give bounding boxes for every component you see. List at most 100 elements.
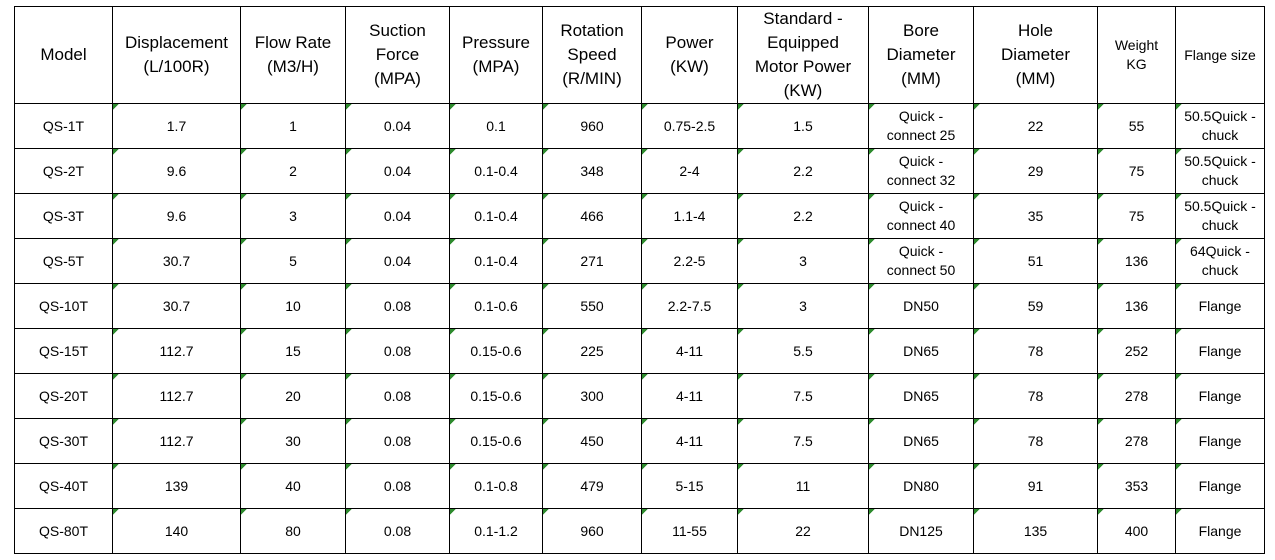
cell-text: 278: [1124, 432, 1149, 449]
table-cell: 0.1-0.8: [449, 463, 543, 509]
table-cell: 136: [1097, 238, 1176, 284]
table-cell: 450: [542, 418, 642, 464]
cell-text: 0.08: [383, 477, 412, 494]
table-cell: 50.5Quick - chuck: [1175, 103, 1265, 149]
table-cell: 112.7: [112, 418, 241, 464]
cell-text: Quick - connect 32: [886, 153, 956, 188]
table-cell: 50.5Quick - chuck: [1175, 193, 1265, 239]
table-cell: 278: [1097, 373, 1176, 419]
header-text: KG: [1126, 56, 1147, 72]
cell-text: 278: [1124, 387, 1149, 404]
cell-text: DN65: [903, 387, 939, 404]
cell-text: 0.1-1.2: [474, 522, 518, 539]
table-cell: 11: [737, 463, 869, 509]
table-cell: QS-1T: [14, 103, 113, 149]
cell-text: 112.7: [159, 387, 194, 404]
table-cell: 7.5: [737, 418, 869, 464]
cell-text: Flange: [1198, 477, 1242, 494]
table-row: QS-20T 112.7 20 0.08 0.15-0.6 300 4-11 7.5 DN65 7…: [14, 373, 1265, 419]
header-text: Flange size: [1184, 46, 1256, 63]
cell-text: 78: [1027, 342, 1044, 359]
cell-text: QS-40T: [38, 477, 88, 494]
cell-text: 960: [580, 522, 604, 539]
table-cell: DN80: [868, 463, 974, 509]
cell-text: QS-30T: [38, 432, 88, 449]
table-cell: 300: [542, 373, 642, 419]
table-cell: 5-15: [641, 463, 738, 509]
cell-text: 0.1-0.4: [474, 162, 518, 179]
cell-text: 1.5: [793, 117, 813, 134]
cell-text: 50.5Quick - chuck: [1184, 198, 1256, 233]
cell-text: 135: [1023, 522, 1048, 539]
cell-text: 11-55: [672, 522, 707, 539]
cell-text: 1: [289, 117, 297, 134]
cell-text: 0.08: [383, 522, 412, 539]
table-cell: 225: [542, 328, 642, 374]
cell-text: QS-20T: [38, 387, 88, 404]
header-text: (L/100R): [143, 57, 210, 76]
header-text: (KW): [670, 57, 709, 76]
cell-text: QS-10T: [38, 297, 88, 314]
cell-text: 29: [1027, 162, 1044, 179]
table-row: QS-10T 30.7 10 0.08 0.1-0.6 550 2.2-7.5 3 DN50 59…: [14, 283, 1265, 329]
table-cell: 140: [112, 508, 241, 554]
table-cell: 78: [973, 328, 1098, 374]
table-cell: 5.5: [737, 328, 869, 374]
table-cell: Flange: [1175, 463, 1265, 509]
table-cell: 7.5: [737, 373, 869, 419]
cell-text: DN65: [903, 432, 939, 449]
table-cell: 51: [973, 238, 1098, 284]
table-cell: 11-55: [641, 508, 738, 554]
table-cell: 40: [240, 463, 346, 509]
table-cell: 0.04: [345, 193, 450, 239]
cell-text: 20: [285, 387, 301, 404]
table-cell: QS-3T: [14, 193, 113, 239]
header-cell: Model: [14, 6, 113, 104]
table-cell: DN125: [868, 508, 974, 554]
table-cell: 271: [542, 238, 642, 284]
cell-text: 2.2-7.5: [667, 297, 712, 314]
header-text: Model: [40, 45, 87, 64]
cell-text: DN50: [903, 297, 939, 314]
cell-text: 2.2: [793, 207, 813, 224]
table-cell: QS-40T: [14, 463, 113, 509]
table-cell: Quick - connect 32: [868, 148, 974, 194]
table-cell: 353: [1097, 463, 1176, 509]
header-text: Force: [375, 45, 420, 64]
header-text: Flow Rate: [254, 33, 332, 52]
cell-text: QS-80T: [38, 522, 88, 539]
cell-text: 5.5: [793, 342, 813, 359]
table-cell: 0.75-2.5: [641, 103, 738, 149]
cell-text: 2: [289, 162, 297, 179]
cell-text: 3: [799, 252, 807, 269]
header-cell: Bore Diameter (MM): [868, 6, 974, 104]
table-cell: 0.04: [345, 238, 450, 284]
header-text: Motor Power: [754, 57, 852, 76]
cell-text: 0.1-0.6: [474, 297, 518, 314]
table-cell: 2.2: [737, 148, 869, 194]
header-text: Speed: [567, 45, 617, 64]
table-body: QS-1T 1.7 1 0.04 0.1 960 0.75-2.5 1.5 Quick - co…: [14, 103, 1265, 554]
header-text: Bore: [903, 21, 939, 40]
cell-text: 479: [580, 477, 604, 494]
cell-text: 0.08: [383, 297, 412, 314]
header-cell: Suction Force (MPA): [345, 6, 450, 104]
table-cell: QS-10T: [14, 283, 113, 329]
cell-text: Flange: [1198, 522, 1242, 539]
cell-text: 10: [285, 297, 301, 314]
cell-text: 2.2: [793, 162, 813, 179]
table-cell: 112.7: [112, 328, 241, 374]
table-cell: 4-11: [641, 373, 738, 419]
cell-text: 0.1-0.4: [474, 252, 518, 269]
table-cell: 0.04: [345, 103, 450, 149]
table-cell: QS-15T: [14, 328, 113, 374]
table-cell: 10: [240, 283, 346, 329]
cell-text: 91: [1027, 477, 1044, 494]
table-cell: 1.5: [737, 103, 869, 149]
table-row: QS-3T 9.6 3 0.04 0.1-0.4 466 1.1-4 2.2 Quick - c…: [14, 193, 1265, 239]
cell-text: 0.08: [383, 342, 412, 359]
header-row: Model Displacement (L/100R) Flow Rate (M3/H)…: [14, 6, 1265, 104]
cell-text: 75: [1128, 207, 1145, 224]
cell-text: 64Quick - chuck: [1190, 243, 1250, 278]
table-cell: 136: [1097, 283, 1176, 329]
